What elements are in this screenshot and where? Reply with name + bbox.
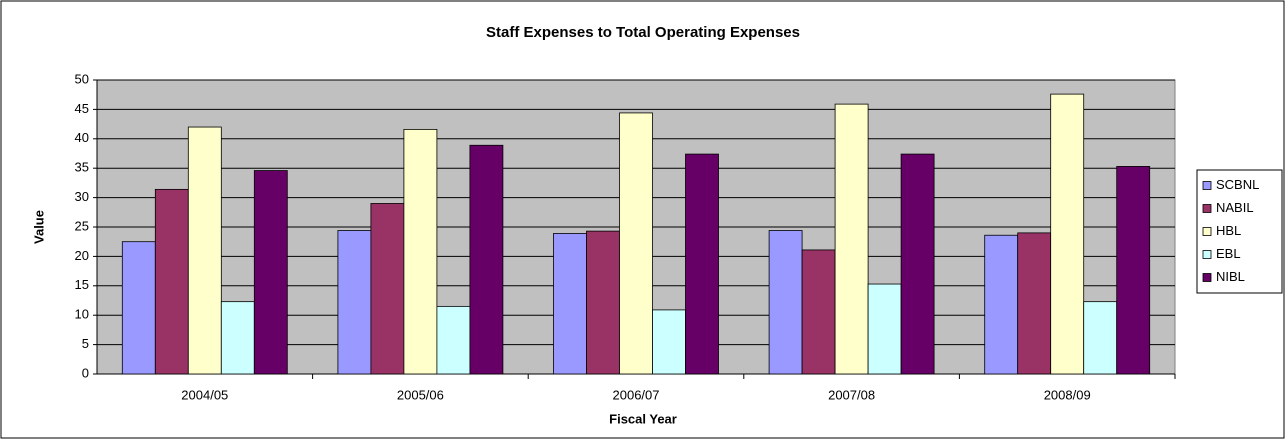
bar [187,126,222,375]
bar [220,301,255,375]
y-tick-label: 15 [75,277,89,292]
legend-swatch [1202,273,1212,282]
bar [685,153,719,375]
legend-swatch [1202,227,1212,236]
bar [1083,301,1118,375]
bar [834,103,869,375]
bar [337,230,372,375]
bar [436,305,471,375]
bar [370,203,405,375]
x-tick-label: 2005/06 [397,387,444,402]
bar [984,234,1019,375]
legend-label: EBL [1216,246,1241,261]
bar [403,128,438,375]
bar [1116,166,1151,375]
y-tick-label: 50 [75,71,89,86]
x-tick-label: 2006/07 [613,387,660,402]
bar [1017,232,1052,375]
bar [586,230,620,375]
y-tick-label: 0 [82,365,89,380]
bar [121,241,156,375]
x-axis-label: Fiscal Year [609,411,677,426]
x-tick-label: 2007/08 [828,387,875,402]
y-tick-label: 20 [75,248,89,263]
legend-swatch [1202,204,1212,213]
y-tick-label: 30 [75,189,89,204]
legend-swatch [1202,250,1212,259]
x-tick-label: 2008/09 [1044,387,1091,402]
y-tick-label: 5 [82,336,89,351]
bar [253,170,288,375]
bar [900,153,935,375]
y-tick-label: 10 [75,307,89,322]
legend-label: HBL [1216,223,1241,238]
bar [801,249,836,375]
bar [154,188,189,375]
y-tick-label: 25 [75,218,89,233]
bar [1050,93,1085,375]
chart-title: Staff Expenses to Total Operating Expens… [486,24,800,41]
bar [553,233,587,375]
bar [867,283,902,375]
y-axis-label: Value [31,210,46,244]
y-tick-label: 35 [75,160,89,175]
bar [652,309,686,375]
y-tick-label: 45 [75,101,89,116]
y-tick-label: 40 [75,130,89,145]
x-tick-label: 2004/05 [181,387,228,402]
bar [469,144,504,375]
bar [768,230,803,375]
legend-label: NABIL [1216,200,1254,215]
legend-swatch [1202,181,1212,190]
legend-label: SCBNL [1216,177,1259,192]
legend-label: NIBL [1216,269,1245,284]
bar [619,112,653,375]
